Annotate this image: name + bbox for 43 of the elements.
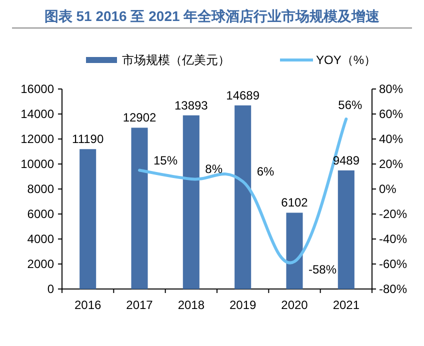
x-tick-label: 2021 — [332, 298, 360, 312]
y-tick-label: 10000 — [20, 157, 54, 171]
y-tick-label: 14000 — [20, 107, 54, 121]
data-label: 56% — [338, 98, 362, 112]
bar — [234, 105, 252, 289]
y2-tick-label: 0% — [379, 182, 397, 196]
legend-label: YOY（%） — [316, 53, 376, 67]
bar — [182, 115, 200, 289]
data-label: -58% — [308, 262, 337, 276]
y2-tick-label: 20% — [379, 157, 404, 171]
y2-tick-label: 40% — [379, 132, 404, 146]
data-label: 15% — [154, 153, 178, 168]
x-tick-label: 2018 — [178, 298, 205, 312]
y-tick-label: 6000 — [27, 207, 54, 221]
data-label: 6% — [256, 164, 275, 178]
y-tick-label: 4000 — [27, 232, 54, 246]
y2-tick-label: 60% — [379, 107, 404, 121]
x-tick-label: 2017 — [126, 298, 154, 312]
y-tick-label: 12000 — [20, 132, 54, 146]
x-tick-label: 2020 — [281, 298, 308, 312]
y-tick-label: 0 — [47, 282, 54, 296]
data-label: 6102 — [281, 196, 308, 210]
bar — [131, 128, 148, 289]
data-label: 11190 — [72, 132, 104, 146]
y2-tick-label: -40% — [379, 232, 408, 246]
bar — [80, 149, 96, 289]
y-tick-label: 2000 — [27, 257, 54, 271]
x-tick-label: 2016 — [74, 298, 102, 312]
data-label: 14689 — [226, 88, 260, 102]
data-label: 13893 — [174, 98, 208, 112]
bar — [338, 170, 354, 289]
y2-tick-label: -60% — [379, 257, 408, 271]
chart-title: 图表 51 2016 至 2021 年全球酒店行业市场规模及增速 — [44, 8, 381, 24]
y-tick-label: 16000 — [20, 82, 54, 96]
data-label: 12902 — [122, 110, 157, 125]
y2-tick-label: -80% — [379, 282, 408, 296]
x-tick-label: 2019 — [229, 298, 257, 312]
data-label: 8% — [205, 162, 223, 176]
legend-label: 市场规模（亿美元） — [122, 53, 230, 67]
y2-tick-label: -20% — [379, 207, 408, 221]
bar — [286, 212, 303, 289]
y-tick-label: 8000 — [27, 182, 54, 196]
y2-tick-label: 80% — [379, 82, 404, 96]
